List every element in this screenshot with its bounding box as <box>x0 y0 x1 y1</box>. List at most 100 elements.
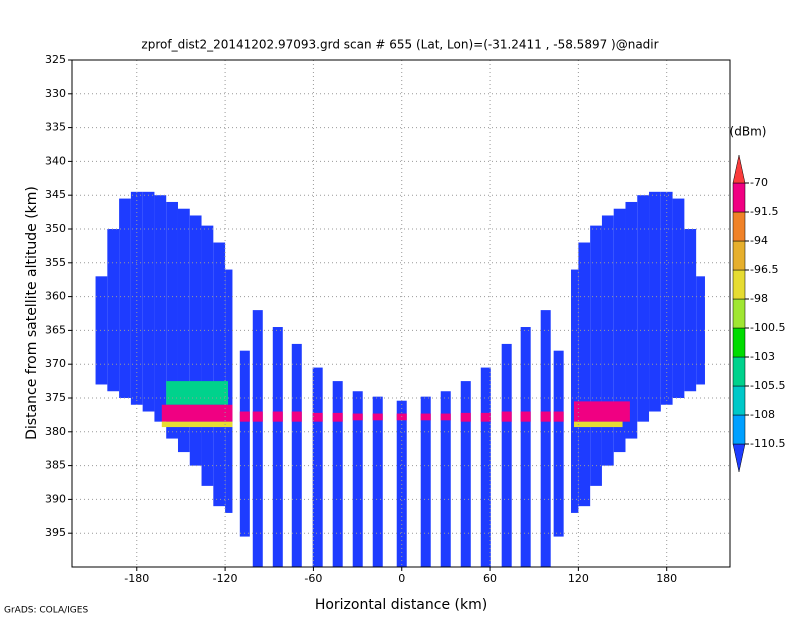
colorbar-label: -100.5 <box>750 321 785 334</box>
y-axis-label: Distance from satellite altitude (km) <box>24 186 40 440</box>
y-tick-label: 345 <box>45 188 66 201</box>
y-tick-label: 360 <box>45 290 66 303</box>
heat-cell <box>553 350 564 537</box>
heat-cell <box>107 229 120 392</box>
heat-cell <box>573 421 623 428</box>
y-tick-label: 335 <box>45 121 66 134</box>
heat-cell <box>460 381 471 567</box>
chart-title: zprof_dist2_20141202.97093.grd scan # 65… <box>141 38 658 52</box>
footer: GrADS: COLA/IGES <box>4 606 88 616</box>
heat-cell <box>252 411 263 422</box>
heat-cell <box>352 391 363 567</box>
colorbar-box <box>732 182 746 213</box>
heat-cell <box>166 381 229 405</box>
heat-cell <box>540 411 551 422</box>
x-tick-label: 120 <box>568 572 589 585</box>
y-tick-label: 395 <box>45 526 66 539</box>
heat-cell <box>480 367 491 567</box>
y-tick-label: 350 <box>45 222 66 235</box>
colorbar-label: -108 <box>750 408 775 421</box>
heat-cell <box>332 412 343 422</box>
colorbar-low <box>732 443 746 473</box>
heat-cell <box>312 367 323 567</box>
colorbar-box <box>732 385 746 416</box>
heat-cell <box>540 310 551 567</box>
y-tick-label: 385 <box>45 459 66 472</box>
colorbar-box <box>732 240 746 271</box>
heat-cell <box>189 215 202 466</box>
heat-cell <box>154 195 167 422</box>
heat-cell <box>501 343 512 567</box>
heat-cell <box>332 381 343 567</box>
heat-cell <box>571 269 579 513</box>
heat-cell <box>130 191 143 405</box>
heat-cell <box>590 225 602 486</box>
heat-cell <box>225 269 233 513</box>
heat-cell <box>649 191 661 412</box>
y-tick-label: 370 <box>45 357 66 370</box>
heat-cell <box>613 208 626 453</box>
y-tick-label: 355 <box>45 256 66 269</box>
heat-cell <box>672 198 685 398</box>
heat-cell <box>119 198 131 398</box>
heat-cell <box>177 208 190 453</box>
colorbar-label: -103 <box>750 350 775 363</box>
colorbar-label: -105.5 <box>750 379 785 392</box>
y-tick-label: 330 <box>45 87 66 100</box>
x-tick-label: -180 <box>124 572 149 585</box>
y-tick-label: 365 <box>45 323 66 336</box>
heat-cell <box>372 413 383 421</box>
heat-cell <box>420 396 431 567</box>
heat-cell <box>440 413 451 421</box>
heat-cell <box>239 350 250 537</box>
heat-cell <box>252 310 263 567</box>
plot-frame <box>71 59 731 568</box>
colorbar-box <box>732 211 746 242</box>
y-tick-label: 375 <box>45 391 66 404</box>
heat-cell <box>166 201 178 439</box>
colorbar-box <box>732 356 746 387</box>
colorbar-label: -98 <box>750 292 768 305</box>
colorbar-label: -110.5 <box>750 437 785 450</box>
heat-cell <box>637 195 650 422</box>
colorbar-label: (dBm) <box>730 125 767 139</box>
heat-cell <box>520 411 531 422</box>
heat-cell <box>573 401 630 422</box>
heat-cell <box>312 412 323 422</box>
heat-cell <box>213 242 226 507</box>
y-tick-label: 340 <box>45 154 66 167</box>
heat-cell <box>201 225 214 486</box>
heat-cell <box>440 391 451 567</box>
heat-cell <box>352 413 363 421</box>
heat-cell <box>684 229 697 392</box>
heat-cell <box>239 411 250 422</box>
y-tick-label: 390 <box>45 492 66 505</box>
y-tick-label: 380 <box>45 425 66 438</box>
heat-cell <box>520 327 531 567</box>
colorbar-box <box>732 269 746 300</box>
heat-cell <box>420 413 431 421</box>
heat-cell <box>460 412 471 422</box>
heat-cell <box>142 191 155 412</box>
heat-cell <box>161 421 233 428</box>
heat-cell <box>601 215 614 466</box>
colorbar-box <box>732 414 746 445</box>
colorbar-box <box>732 327 746 358</box>
y-tick-label: 325 <box>45 53 66 66</box>
x-tick-label: -120 <box>213 572 238 585</box>
x-tick-label: 0 <box>398 572 405 585</box>
heat-cell <box>553 411 564 422</box>
x-tick-label: 180 <box>656 572 677 585</box>
heat-cell <box>501 411 512 422</box>
heat-cell <box>161 404 233 422</box>
heat-cell <box>272 411 283 422</box>
heat-cell <box>660 191 673 405</box>
heat-cell <box>272 327 283 567</box>
colorbar-label: -70 <box>750 176 768 189</box>
heat-cell <box>291 343 302 567</box>
x-axis-label: Horizontal distance (km) <box>315 597 487 613</box>
colorbar-box <box>732 298 746 329</box>
heat-cell <box>480 412 491 422</box>
x-tick-label: -60 <box>304 572 322 585</box>
